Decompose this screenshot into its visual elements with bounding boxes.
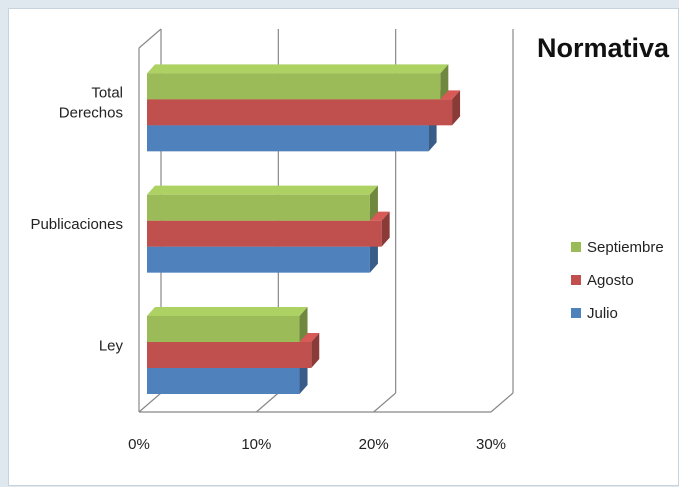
bar-end-face — [452, 90, 461, 126]
legend-swatch — [571, 308, 581, 318]
legend-item-julio: Julio — [571, 305, 618, 322]
bar-end-face — [440, 64, 449, 100]
bar-front-face — [147, 73, 441, 100]
chart-title: Normativa — [537, 33, 670, 63]
bar-septiembre-0 — [147, 307, 308, 342]
floor-edge-left — [138, 392, 162, 413]
bar-front-face — [147, 368, 300, 394]
legend-label: Agosto — [587, 272, 634, 289]
bar-septiembre-1 — [147, 185, 378, 221]
wall-top-edge — [138, 28, 162, 49]
legend-item-septiembre: Septiembre — [571, 239, 664, 256]
category-label: Derechos — [59, 105, 123, 122]
bar-front-face — [147, 99, 453, 126]
bar-top-face — [147, 64, 449, 74]
bar-front-face — [147, 316, 300, 342]
bar-septiembre-2 — [147, 64, 449, 100]
chart-frame: 0% 10% 20% 30% Ley Publicaciones Total Derechos… — [8, 8, 679, 486]
bar-top-face — [147, 185, 378, 195]
category-label: Total — [91, 85, 123, 102]
category-label: Publicaciones — [30, 216, 123, 233]
legend-label: Septiembre — [587, 239, 664, 256]
x-tick-label: 30% — [476, 436, 506, 453]
floor-gridline — [255, 392, 279, 413]
floor-gridline — [373, 392, 397, 413]
bar-top-face — [147, 307, 308, 316]
legend-swatch — [571, 242, 581, 252]
legend-item-agosto: Agosto — [571, 272, 634, 289]
bar-end-face — [369, 185, 378, 221]
bar-end-face — [311, 333, 320, 368]
bar-front-face — [147, 246, 370, 273]
floor-gridline — [490, 392, 514, 413]
bar-end-face — [299, 307, 308, 342]
x-tick-label: 20% — [359, 436, 389, 453]
bar-front-face — [147, 220, 382, 247]
bar-front-face — [147, 342, 312, 368]
x-tick-label: 10% — [241, 436, 271, 453]
bar-front-face — [147, 194, 370, 221]
bar-end-face — [381, 211, 390, 247]
legend-label: Julio — [587, 305, 618, 322]
chart: 0% 10% 20% 30% Ley Publicaciones Total Derechos… — [30, 28, 670, 453]
x-tick-label: 0% — [128, 436, 150, 453]
bar-front-face — [147, 125, 429, 152]
legend-swatch — [571, 275, 581, 285]
category-label: Ley — [99, 337, 124, 354]
